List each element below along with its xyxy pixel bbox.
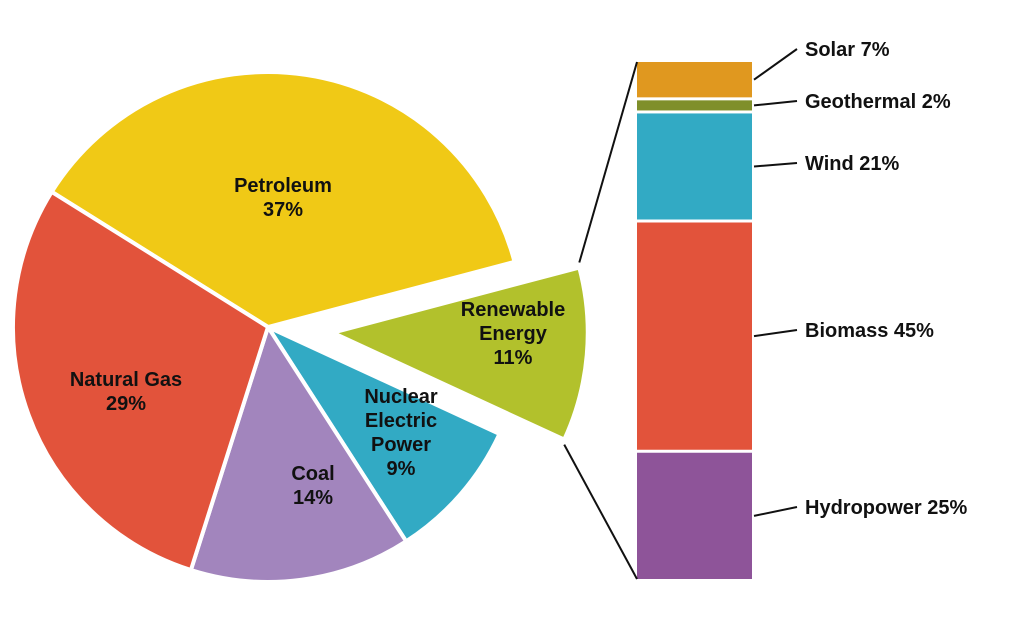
pie-label-petroleum: Petroleum 37% <box>234 175 332 221</box>
bar-segment-geothermal <box>637 100 752 111</box>
bar-label-solar: Solar 7% <box>805 39 890 61</box>
bar-label-geothermal: Geothermal 2% <box>805 91 951 113</box>
leader-line-hydropower <box>753 506 798 517</box>
leader-line-wind <box>753 162 798 168</box>
pie-label-coal: Coal 14% <box>291 463 334 509</box>
pie-slice-coal <box>188 325 409 584</box>
pie-label-renewable-energy: Renewable Energy 11% <box>461 299 565 369</box>
leader-line-geothermal <box>753 100 798 107</box>
pie-value-nuclear-electric-power: 9% <box>387 458 416 480</box>
pie-label-line: Energy <box>479 323 548 345</box>
leader-line-solar <box>753 48 798 81</box>
bar-label-wind: Wind 21% <box>805 153 899 175</box>
pie-value-petroleum: 37% <box>263 199 303 221</box>
pie-label-line: Power <box>371 434 431 456</box>
pie-label-natural-gas: Natural Gas 29% <box>70 369 182 415</box>
pie-value-coal: 14% <box>293 487 333 509</box>
bar-segment-solar <box>637 62 752 98</box>
bar-segment-biomass <box>637 222 752 450</box>
pie-label-line: Petroleum <box>234 175 332 197</box>
bar-label-hydropower: Hydropower 25% <box>805 497 967 519</box>
bar-label-biomass: Biomass 45% <box>805 320 934 342</box>
pie-label-line: Nuclear <box>364 386 438 408</box>
pie-label-line: Coal <box>291 463 334 485</box>
bar-segment-wind <box>637 113 752 220</box>
pie-slice-natural-gas <box>11 189 270 573</box>
breakdown-bar: Solar 7% Geothermal 2% Wind 21% Biomass 45%… <box>637 39 967 579</box>
connector-line-top <box>578 61 638 263</box>
pie-slice-renewable-energy <box>330 265 590 442</box>
leader-line-biomass <box>753 329 798 338</box>
pie-label-line: Electric <box>365 410 437 432</box>
pie-value-natural-gas: 29% <box>106 393 146 415</box>
bar-segment-hydropower <box>637 452 752 579</box>
pie-label-line: Natural Gas <box>70 369 182 391</box>
pie-label-line: Renewable <box>461 299 565 321</box>
pie-value-renewable-energy: 11% <box>494 347 533 369</box>
pie-label-nuclear-electric-power: Nuclear Electric Power 9% <box>364 386 438 480</box>
pie-slice-nuclear-electric-power <box>266 325 502 544</box>
connector-line-bottom <box>563 444 638 580</box>
pie-group: Petroleum 37% Renewable Energy 11% Nuclear Ele… <box>11 70 590 584</box>
